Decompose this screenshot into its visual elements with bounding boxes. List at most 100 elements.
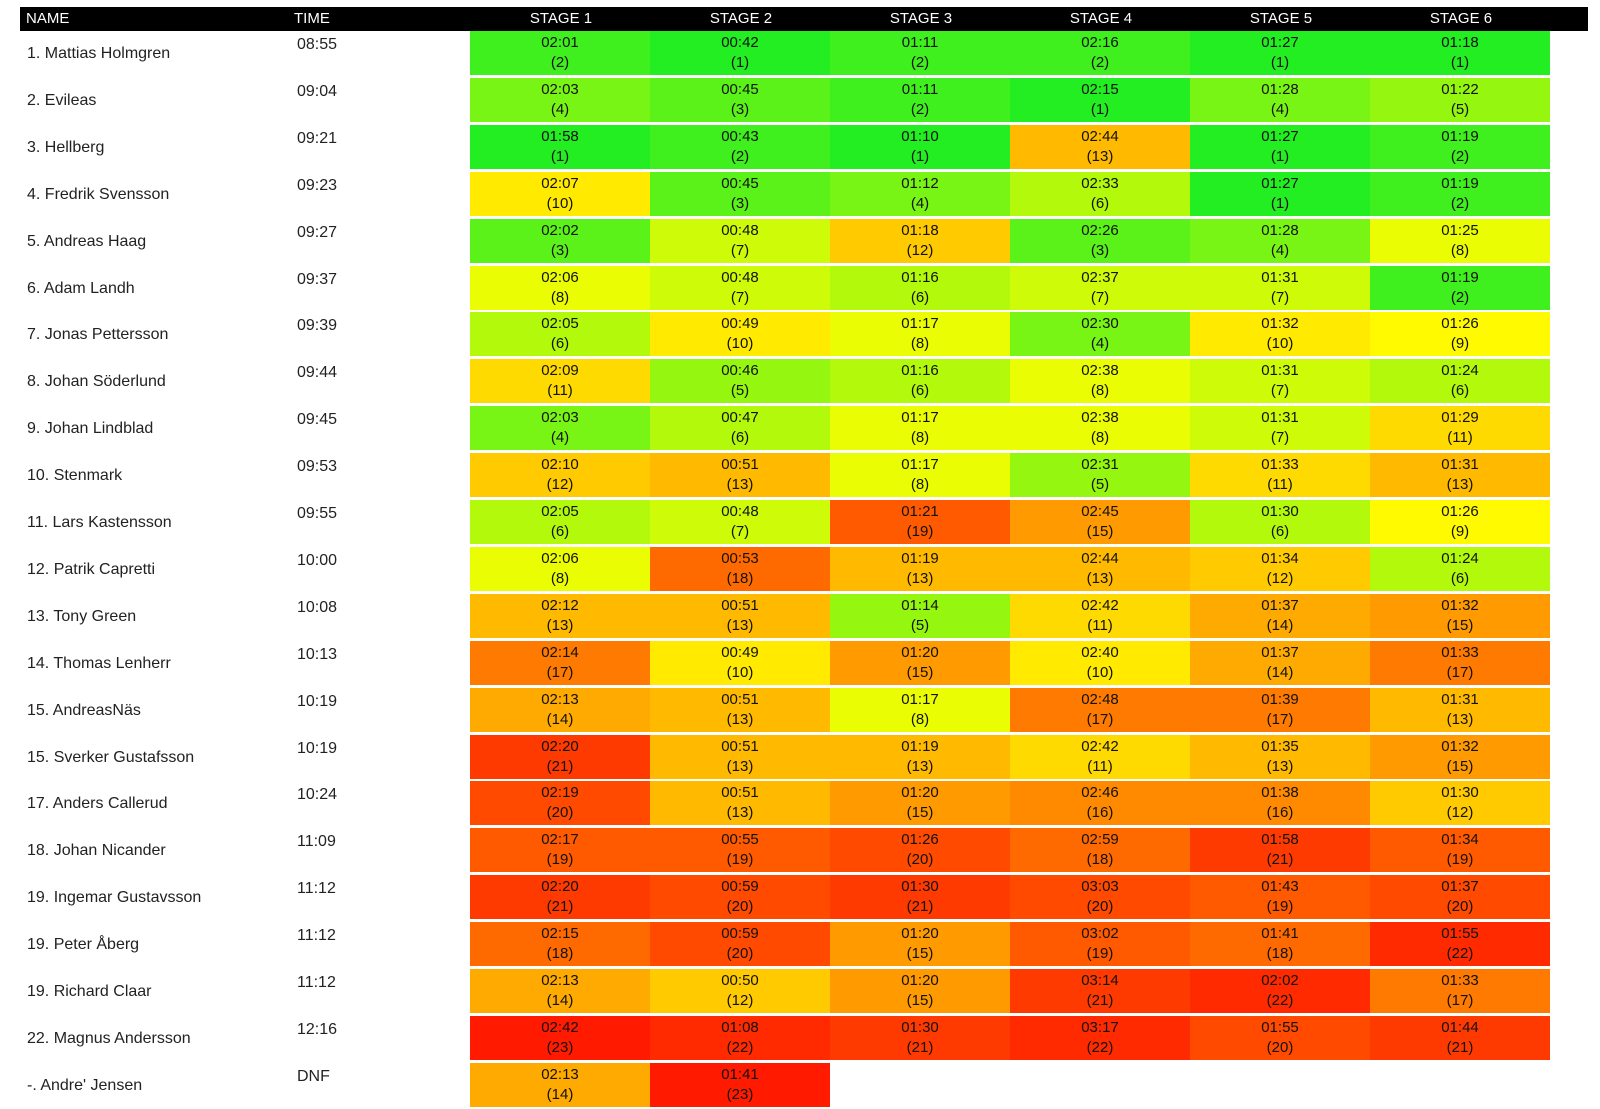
stage-2-cell: 00:59 (20) [650, 922, 830, 967]
stage-2-cell: 00:48 (7) [650, 218, 830, 263]
table-row: 4. Fredrik Svensson 09:23 02:07 (10) 00:45 (3… [0, 171, 1600, 218]
stage-time: 02:42 [1081, 737, 1119, 755]
stage-time: 00:46 [721, 362, 759, 380]
stage-time: 03:14 [1081, 972, 1119, 989]
stage-5-cell: 01:41 (18) [1190, 922, 1370, 967]
stage-rank: (1) [1270, 147, 1290, 165]
driver-name: 22. Magnus Andersson [27, 1029, 191, 1047]
total-time: DNF [297, 1067, 330, 1085]
stage-2-cell: 00:51 (13) [650, 734, 830, 779]
stage-3-cell: 01:11 (2) [830, 77, 1010, 122]
stage-3-cell: 01:30 (21) [830, 875, 1010, 920]
stage-time: 01:27 [1261, 174, 1299, 192]
stage-1-cell: 02:01 (2) [470, 31, 650, 75]
stage-time: 00:45 [721, 80, 759, 98]
driver-name: 19. Ingemar Gustavsson [27, 889, 202, 907]
stage-time: 01:34 [1441, 831, 1479, 849]
stage-rank: (7) [1270, 288, 1290, 306]
stage-rank: (13) [726, 804, 754, 822]
stage-4-cell: 02:44 (13) [1010, 546, 1190, 591]
total-time: 09:39 [297, 317, 338, 335]
stage-time: 00:49 [721, 643, 759, 661]
stage-time: 02:15 [1081, 80, 1119, 98]
stage-rank: (7) [1270, 382, 1290, 400]
table-header: NAME TIME STAGE 1 STAGE 2 STAGE 3 STAGE … [20, 7, 1588, 31]
table-row: -. Andre' Jensen DNF 02:13 (14) 01:41 (23) [0, 1062, 1600, 1109]
stage-time: 00:59 [721, 925, 759, 943]
stage-rank: (8) [910, 335, 930, 353]
stage-rank: (4) [1270, 241, 1290, 259]
stage-rank: (1) [910, 147, 930, 165]
table-row: 17. Anders Callerud 10:24 02:19 (20) 00:51 (1… [0, 780, 1600, 827]
stage-rank: (1) [550, 147, 570, 165]
stage-time: 01:35 [1261, 737, 1299, 755]
stage-time: 00:51 [721, 784, 759, 802]
stage-time: 01:22 [1441, 80, 1479, 98]
stage-3-cell: 01:11 (2) [830, 31, 1010, 75]
stage-3-cell: 01:20 (15) [830, 640, 1010, 685]
stage-time: 01:19 [901, 549, 939, 567]
total-time: 10:24 [297, 786, 338, 804]
table-row: 13. Tony Green 10:08 02:12 (13) 00:51 (13) 01:… [0, 593, 1600, 640]
stage-rank: (3) [730, 100, 750, 118]
stage-rank: (21) [546, 757, 574, 775]
stage-5-cell: 01:38 (16) [1190, 781, 1370, 826]
stage-rank: (11) [1267, 476, 1293, 494]
stage-time: 01:31 [1261, 409, 1299, 427]
stage-3-cell: 01:16 (6) [830, 359, 1010, 404]
table-row: 22. Magnus Andersson 12:16 02:42 (23) 01:08 (… [0, 1015, 1600, 1062]
stage-rank: (20) [546, 804, 574, 822]
driver-name: 11. Lars Kastensson [27, 514, 172, 531]
stage-time: 01:30 [1261, 503, 1299, 520]
total-time: 11:12 [297, 974, 336, 991]
stage-1-cell: 02:02 (3) [470, 218, 650, 263]
stage-rank: (4) [1090, 335, 1110, 353]
stage-rank: (21) [1446, 1038, 1474, 1056]
stage-4-cell: 03:14 (21) [1010, 969, 1190, 1013]
driver-name: 1. Mattias Holmgren [27, 45, 171, 62]
stage-rank: (7) [730, 288, 750, 306]
stage-2-header: STAGE 2 [709, 10, 773, 27]
stage-2-cell: 00:59 (20) [650, 875, 830, 920]
total-time: 09:45 [297, 411, 338, 429]
stage-1-cell: 02:14 (17) [470, 640, 650, 685]
stage-time: 01:32 [1441, 737, 1479, 755]
driver-name: 8. Johan Söderlund [27, 373, 166, 391]
stage-time: 01:38 [1261, 784, 1299, 802]
stage-time: 00:51 [721, 737, 759, 755]
stage-rank: (11) [1087, 616, 1113, 634]
driver-name: 15. AndreasNäs [27, 701, 141, 719]
stage-time: 03:03 [1081, 878, 1119, 896]
stage-6-cell: 01:33 (17) [1370, 640, 1550, 685]
stage-1-cell: 02:03 (4) [470, 77, 650, 122]
stage-rank: (12) [726, 992, 754, 1009]
driver-name: 4. Fredrik Svensson [27, 185, 170, 203]
total-time: 09:21 [297, 129, 338, 147]
stage-4-cell: 03:03 (20) [1010, 875, 1190, 920]
stage-rank: (18) [1086, 851, 1114, 869]
stage-rank: (5) [1090, 476, 1110, 494]
name-column-header: NAME [26, 10, 70, 27]
stage-1-cell: 01:58 (1) [470, 124, 650, 169]
stage-time: 02:30 [1081, 315, 1119, 333]
stage-time: 01:26 [1441, 315, 1479, 333]
stage-time: 00:47 [721, 409, 759, 427]
total-time: 10:19 [297, 692, 338, 710]
total-time: 11:12 [297, 927, 336, 945]
driver-name: -. Andre' Jensen [27, 1076, 143, 1094]
stage-5-cell: 01:31 (7) [1190, 406, 1370, 451]
stage-time: 02:20 [541, 737, 579, 755]
stage-rank: (20) [1446, 898, 1474, 916]
stage-rank: (7) [1090, 288, 1110, 306]
stage-5-cell: 01:31 (7) [1190, 265, 1370, 310]
stage-5-cell: 01:27 (1) [1190, 171, 1370, 216]
stage-time: 02:13 [541, 690, 579, 708]
stage-rank: (5) [730, 382, 750, 400]
stage-time: 02:05 [541, 315, 579, 333]
stage-time: 02:06 [541, 268, 579, 286]
stage-6-cell: 01:26 (9) [1370, 500, 1550, 544]
stage-rank: (13) [1266, 757, 1294, 775]
stage-4-cell: 02:48 (17) [1010, 687, 1190, 732]
stage-rank: (6) [550, 335, 570, 353]
table-row: 6. Adam Landh 09:37 02:06 (8) 00:48 (7) 01:16 (… [0, 265, 1600, 312]
